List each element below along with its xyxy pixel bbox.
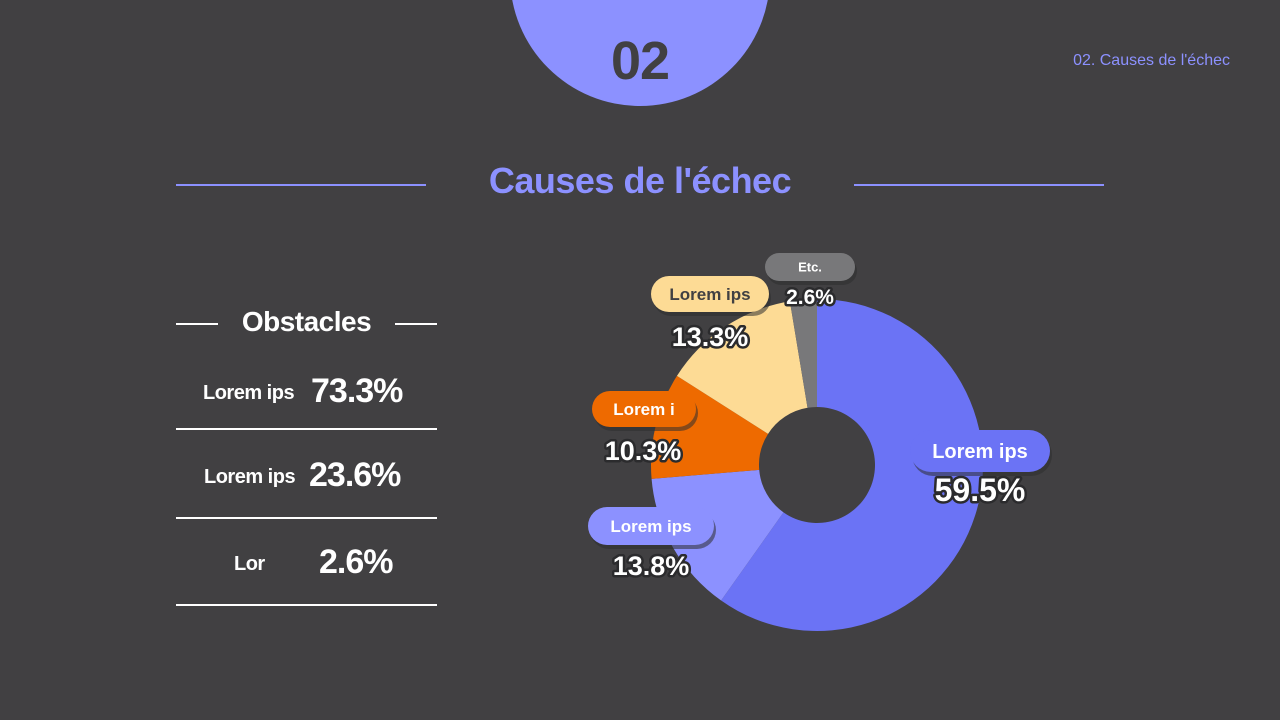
slice-value-label: 13.3% <box>672 322 749 352</box>
obstacle-row: Lorem ips 73.3% <box>176 364 437 424</box>
obstacles-header: Obstacles <box>176 304 437 344</box>
obstacles-title: Obstacles <box>241 306 372 337</box>
slice-value-label: 13.8% <box>613 551 690 581</box>
slice-category-label: Lorem ips <box>610 517 691 536</box>
label-pill <box>910 430 1050 472</box>
obstacle-value: 23.6% <box>309 456 401 494</box>
section-number: 02 <box>610 31 670 91</box>
label-pill <box>588 507 714 545</box>
slice-label: Lorem i 10.3% <box>592 391 698 469</box>
obstacle-label: Lor <box>234 553 265 575</box>
pie-slice <box>651 469 784 601</box>
label-pill <box>651 276 769 312</box>
slice-label: Lorem ips 59.5% <box>910 430 1052 511</box>
slice-label: Lorem ips 13.8% <box>588 507 716 584</box>
title-divider-right <box>854 184 1104 186</box>
title-divider-left <box>176 184 426 186</box>
row-divider <box>176 428 437 430</box>
slice-label: Etc. 2.6% <box>765 253 857 312</box>
slice-value-label: 10.3% <box>605 436 682 466</box>
slice-category-label: Lorem i <box>613 400 674 419</box>
obstacle-row: Lorem ips 23.6% <box>176 448 437 508</box>
obstacle-label: Lorem ips <box>204 466 296 488</box>
label-pill <box>592 391 696 427</box>
slice-category-label: Lorem ips <box>932 441 1028 463</box>
breadcrumb: 02. Causes de l'échec <box>1073 52 1230 69</box>
row-divider <box>176 604 437 606</box>
pie-slice <box>676 301 808 434</box>
page-title: Causes de l'échec <box>488 160 792 201</box>
obstacle-label: Lorem ips <box>203 382 295 404</box>
obstacles-dash-right <box>395 323 437 325</box>
slice-label: Lorem ips 13.3% <box>651 276 771 355</box>
slice-value-label: 2.6% <box>786 286 834 309</box>
label-pill <box>765 253 855 281</box>
obstacle-value: 2.6% <box>319 543 393 581</box>
slice-value-label: 59.5% <box>935 472 1026 508</box>
slice-category-label: Etc. <box>798 260 822 275</box>
obstacles-dash-left <box>176 323 218 325</box>
pie-slice <box>789 299 817 408</box>
row-divider <box>176 517 437 519</box>
pie-slice <box>721 299 983 631</box>
obstacle-value: 73.3% <box>311 372 403 410</box>
obstacle-row: Lor 2.6% <box>176 535 437 595</box>
slice-category-label: Lorem ips <box>669 285 750 304</box>
